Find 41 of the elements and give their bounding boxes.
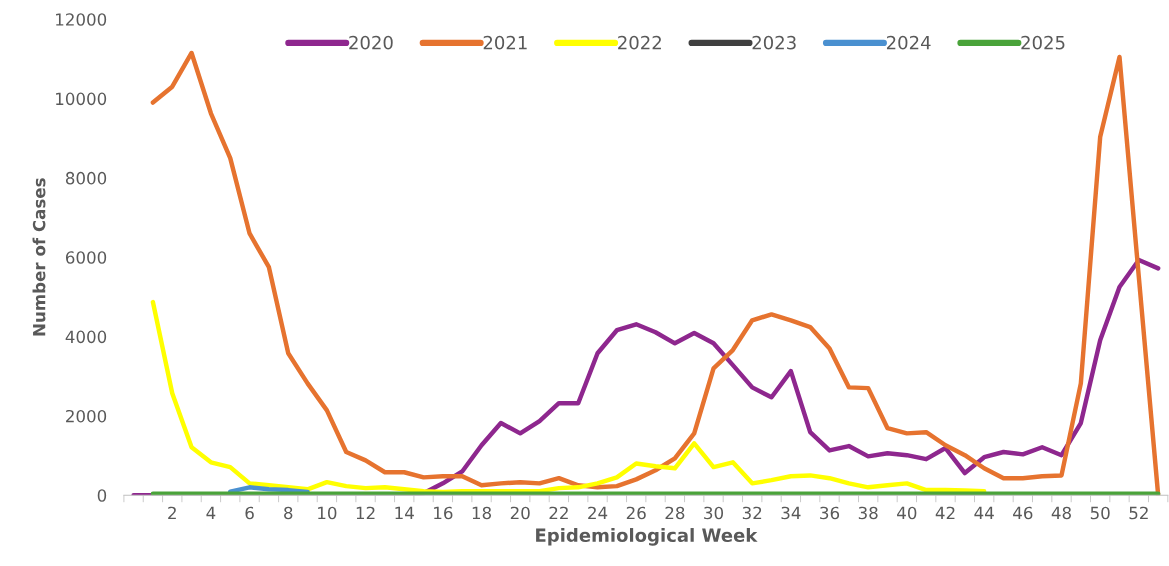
legend-label: 2022: [618, 35, 661, 50]
legend-label: 2020: [349, 35, 393, 50]
x-tick-label: 30: [704, 506, 724, 520]
x-tick-label: 46: [1013, 506, 1033, 520]
x-axis-title: Epidemiological Week: [536, 528, 758, 546]
x-tick-label: 22: [549, 506, 568, 520]
x-tick-label: 48: [1051, 506, 1071, 520]
y-axis-title: Number of Cases: [32, 178, 46, 336]
x-tick-label: 32: [742, 506, 762, 520]
x-tick-label: 16: [434, 506, 453, 520]
y-tick-label: 2000: [66, 409, 107, 423]
y-tick-label: 0: [97, 489, 107, 502]
x-tick-label: 12: [356, 506, 375, 520]
legend-label: 2021: [483, 35, 527, 50]
x-tick-label: 26: [626, 506, 646, 520]
y-tick-label: 8000: [65, 171, 107, 185]
y-tick-label: 10000: [56, 92, 107, 106]
y-tick-label: 4000: [65, 330, 107, 344]
x-tick-label: 38: [858, 506, 878, 520]
x-tick-label: 18: [472, 506, 492, 520]
x-tick-label: 24: [588, 506, 608, 520]
x-tick-label: 10: [318, 506, 337, 520]
x-tick-label: 14: [395, 506, 414, 520]
x-tick-label: 42: [935, 506, 955, 520]
x-tick-label: 50: [1090, 506, 1110, 520]
x-tick-label: 2: [168, 506, 176, 520]
x-tick-label: 34: [781, 506, 801, 520]
legend-label: 2024: [886, 35, 931, 50]
x-tick-label: 52: [1129, 506, 1148, 520]
x-tick-label: 40: [897, 506, 917, 520]
x-tick-label: 20: [510, 506, 530, 520]
x-tick-label: 8: [284, 506, 293, 520]
y-tick-label: 6000: [65, 251, 107, 264]
x-tick-label: 36: [820, 506, 840, 520]
legend-label: 2023: [752, 35, 796, 50]
legend-label: 2025: [1021, 35, 1065, 50]
x-tick-label: 4: [206, 506, 216, 520]
y-tick-label: 12000: [56, 13, 107, 26]
x-tick-label: 44: [974, 506, 994, 520]
x-tick-label: 6: [245, 506, 254, 520]
x-tick-label: 28: [665, 506, 685, 520]
